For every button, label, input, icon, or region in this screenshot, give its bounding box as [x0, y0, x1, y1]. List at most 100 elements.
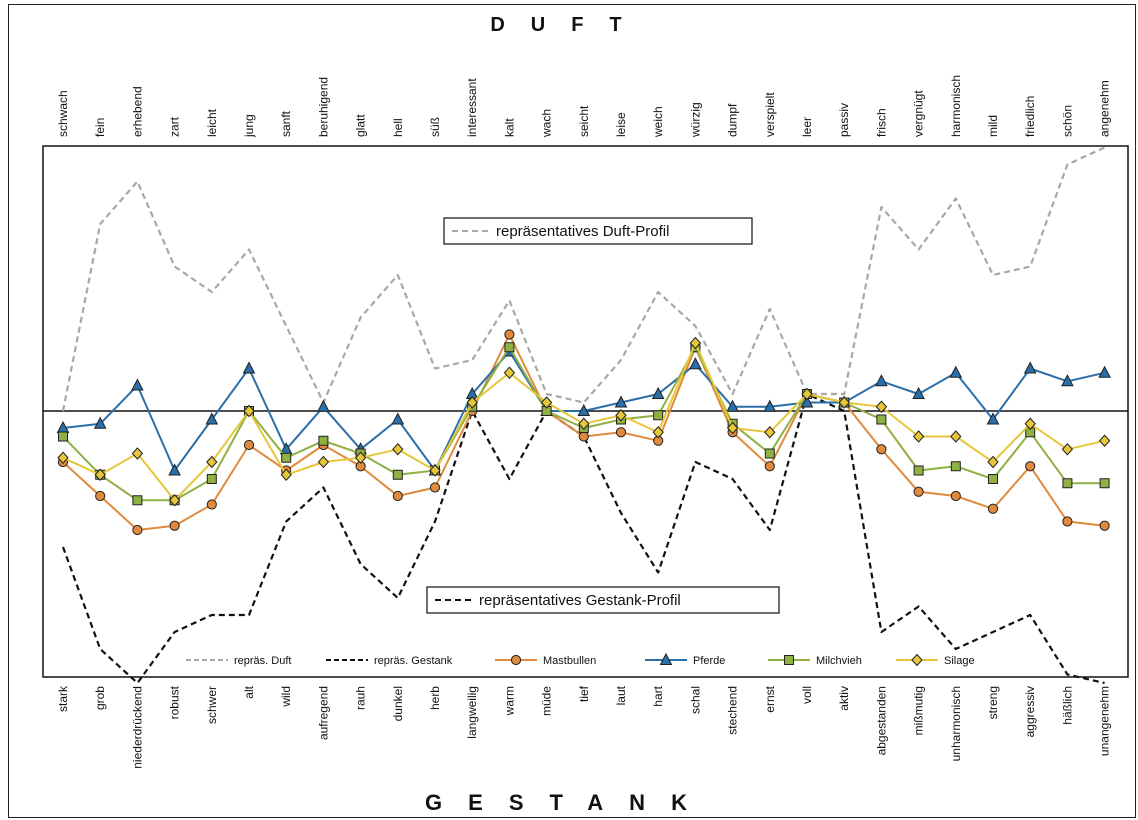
- annotation-duft-profil: repräsentatives Duft-Profil: [443, 217, 753, 245]
- point-milchvieh-4: [206, 474, 217, 484]
- annotations: repräsentatives Duft-Profil repräsentativ…: [426, 217, 780, 614]
- point-silage-1: [94, 468, 106, 481]
- legend-label-pferde: Pferde: [693, 655, 725, 667]
- legend-label-milchvieh: Milchvieh: [816, 655, 862, 667]
- point-milchvieh-22: [876, 414, 887, 425]
- point-silage-21: [838, 396, 850, 409]
- point-pferde-3: [168, 463, 181, 476]
- bottom-label-robust: robust: [168, 685, 182, 719]
- legend-marker-pferde: [659, 652, 673, 665]
- point-silage-6: [280, 468, 292, 481]
- bottom-label-voll: voll: [800, 686, 814, 704]
- point-pferde-18: [726, 399, 739, 412]
- bottom-label-rauh: rauh: [354, 686, 368, 710]
- point-silage-28: [1098, 434, 1111, 447]
- top-label-zart: zart: [168, 116, 182, 137]
- point-pferde-27: [1061, 374, 1074, 387]
- top-label-friedlich: friedlich: [1023, 96, 1037, 137]
- point-pferde-16: [651, 386, 665, 399]
- top-label-wach: wach: [540, 109, 554, 138]
- point-mastbullen-28: [1099, 520, 1110, 531]
- duft-title: DUFT: [490, 14, 648, 36]
- point-mastbullen-4: [206, 499, 217, 510]
- legend-marker-silage: [911, 653, 923, 667]
- bottom-label-niederdr-ckend: niederdrückend: [130, 686, 144, 769]
- series-repr-s-gestank: [61, 392, 1105, 685]
- top-label-leise: leise: [614, 112, 628, 137]
- top-label-dumpf: dumpf: [726, 103, 740, 137]
- legend-item-milchvieh: Milchvieh: [768, 655, 862, 667]
- point-silage-22: [875, 400, 888, 413]
- bottom-label-m-de: müde: [540, 686, 554, 716]
- point-mastbullen-10: [429, 482, 441, 493]
- point-silage-18: [726, 421, 739, 435]
- annotation-gestank-profil-box: [426, 586, 780, 614]
- legend-item-mastbullen: Mastbullen: [495, 654, 596, 667]
- bottom-label-stark: stark: [56, 685, 70, 712]
- legend-label-mastbullen: Mastbullen: [543, 655, 596, 667]
- series-group: [56, 146, 1111, 685]
- point-silage-2: [131, 447, 144, 460]
- bottom-label-schwer: schwer: [205, 686, 219, 724]
- point-milchvieh-0: [58, 431, 68, 442]
- point-milchvieh-25: [988, 474, 998, 484]
- top-label-harmonisch: harmonisch: [949, 75, 963, 137]
- bottom-label-mi-mutig: mißmutig: [912, 686, 926, 735]
- point-mastbullen-27: [1062, 516, 1073, 527]
- point-silage-26: [1024, 417, 1036, 430]
- bottom-label-langweilig: langweilig: [465, 686, 479, 739]
- point-silage-5: [243, 404, 255, 418]
- top-label-sch-n: schön: [1060, 105, 1074, 137]
- figure-frame: [8, 4, 1136, 818]
- top-label-schwach: schwach: [56, 90, 70, 137]
- point-silage-15: [615, 409, 627, 422]
- top-label-angenehm: angenehm: [1098, 80, 1112, 137]
- annotation-gestank-profil: repräsentatives Gestank-Profil: [426, 586, 780, 614]
- point-mastbullen-26: [1025, 461, 1036, 472]
- series-repr-s-duft: [61, 146, 1106, 412]
- point-silage-4: [206, 455, 218, 469]
- top-label-glatt: glatt: [354, 114, 368, 137]
- point-mastbullen-5: [243, 439, 255, 451]
- bottom-label-tief: tief: [577, 685, 591, 702]
- point-mastbullen-23: [913, 486, 924, 497]
- legend-label-repr-s-gestank: repräs. Gestank: [374, 655, 453, 667]
- bottom-category-labels: stark grob niederdrückend robust schwer alt wi…: [56, 685, 1112, 769]
- point-mastbullen-12: [504, 329, 515, 340]
- top-label-jung: jung: [242, 114, 256, 138]
- bottom-label-aufregend: aufregend: [316, 686, 330, 740]
- point-milchvieh-7: [318, 435, 329, 446]
- point-pferde-17: [689, 357, 702, 370]
- bottom-label-aggressiv: aggressiv: [1023, 686, 1037, 737]
- point-milchvieh-19: [764, 448, 775, 459]
- point-mastbullen-24: [950, 490, 961, 502]
- point-pferde-22: [875, 374, 888, 387]
- point-silage-0: [57, 451, 69, 464]
- annotation-gestank-profil-text: repräsentatives Gestank-Profil: [479, 592, 681, 609]
- point-silage-25: [987, 455, 999, 469]
- legend-label-silage: Silage: [944, 655, 975, 667]
- point-silage-3: [168, 494, 181, 507]
- point-pferde-5: [242, 361, 256, 374]
- series-line-repr-s-gestank: [61, 392, 1105, 685]
- bottom-label-unangenehm: unangenehm: [1098, 686, 1112, 756]
- point-pferde-14: [577, 403, 591, 416]
- top-label-sanft: sanft: [279, 110, 293, 137]
- point-silage-10: [429, 464, 441, 477]
- point-milchvieh-12: [504, 342, 515, 353]
- point-milchvieh-27: [1062, 478, 1073, 489]
- bottom-label-schal: schal: [688, 686, 702, 714]
- point-mastbullen-9: [392, 490, 403, 502]
- legend-label-repr-s-duft: repräs. Duft: [234, 655, 291, 667]
- top-label-mild: mild: [986, 115, 1000, 137]
- top-label-w-rzig: würzig: [688, 102, 702, 138]
- point-mastbullen-25: [987, 503, 999, 514]
- point-pferde-1: [93, 416, 107, 429]
- top-label-leicht: leicht: [205, 108, 219, 137]
- point-mastbullen-2: [132, 524, 143, 536]
- point-silage-13: [540, 396, 553, 409]
- bottom-label-grob: grob: [93, 686, 107, 710]
- point-mastbullen-1: [95, 490, 106, 502]
- series-silage: [57, 336, 1111, 507]
